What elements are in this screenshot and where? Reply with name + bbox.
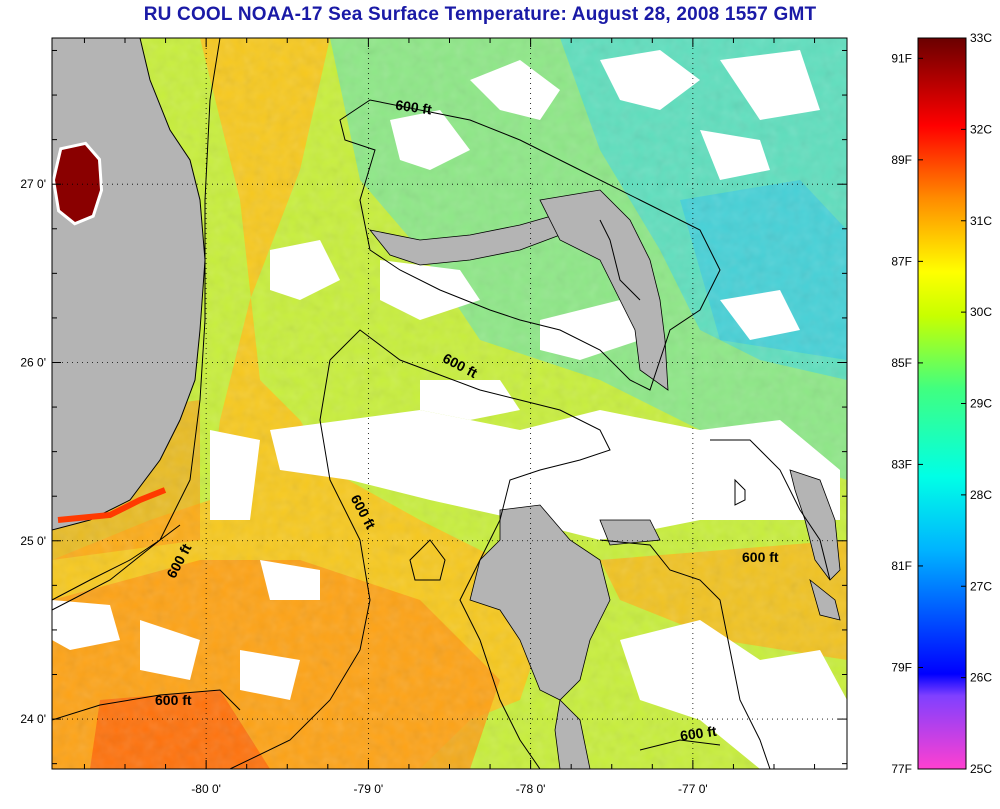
colorbar-label-f: 91F [891,51,912,65]
contour-label-south: 600 ft [679,723,718,744]
colorbar-label-c: 27C [970,579,992,593]
colorbar-label-f: 89F [891,153,912,167]
grid-lines [52,38,847,769]
lon-tick-label: -78 0' [516,782,546,796]
lake-okeechobee-core [55,145,100,222]
florida-keys-coast [52,524,181,601]
colorbar-label-f: 81F [891,559,912,573]
contour-label-east: 600 ft [742,549,779,565]
colorbar-label-c: 32C [970,122,992,136]
contour-label-southwest: 600 ft [155,692,192,708]
south-andros [554,699,591,769]
lat-tick-label: 27 0' [20,177,46,191]
lon-tick-label: -80 0' [191,782,221,796]
colorbar-label-c: 25C [970,762,992,776]
lon-tick-label: -79 0' [354,782,384,796]
colorbar [917,37,967,770]
new-providence [599,519,661,546]
lat-tick-label: 24 0' [20,712,46,726]
colorbar-labels: 33C 32C 31C 30C 29C 28C 27C 26C 25C 91F 89F 87F 85F 8… [891,31,992,776]
colorbar-label-f: 77F [891,762,912,776]
lat-tick-label: 25 0' [20,534,46,548]
colorbar-label-f: 87F [891,254,912,268]
axis-ticks: -80 0' -79 0' -78 0' -77 0' 24 0' 25 0' 26 0' 2… [20,38,847,796]
lat-tick-label: 26 0' [20,355,46,369]
lon-tick-label: -77 0' [678,782,708,796]
colorbar-label-c: 28C [970,488,992,502]
map-title: RU COOL NOAA-17 Sea Surface Temperature:… [143,4,817,25]
colorbar-label-c: 33C [970,31,992,45]
colorbar-label-f: 85F [891,356,912,370]
isobath-contours [52,38,831,769]
cloud-mask [52,50,847,769]
colorbar-label-c: 29C [970,397,992,411]
map-area: 600 ft 600 ft 600 ft 600 ft 600 ft 600 f… [52,38,847,769]
colorbar-label-c: 30C [970,305,992,319]
florida-keys-warm [57,487,167,523]
exumas-north [809,578,841,621]
abaco-island [539,189,669,391]
contour-label-north: 600 ft [394,97,433,118]
colorbar-label-c: 26C [970,671,992,685]
colorbar-label-c: 31C [970,214,992,228]
colorbar-label-f: 79F [891,660,912,674]
colorbar-label-f: 83F [891,457,912,471]
